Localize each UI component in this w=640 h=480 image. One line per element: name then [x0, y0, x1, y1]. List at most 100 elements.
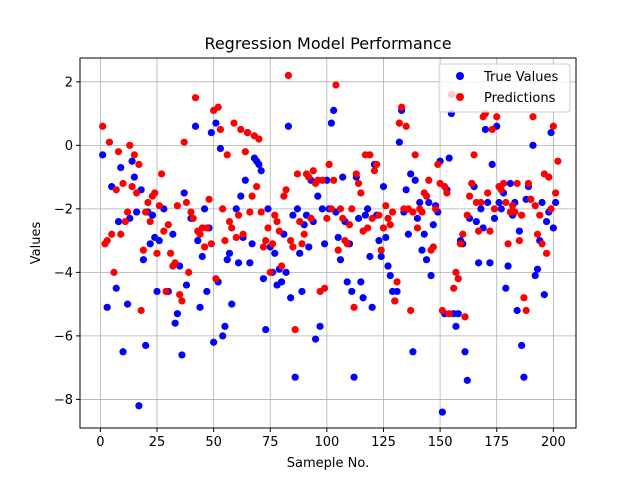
predictions-point [522, 306, 530, 315]
predictions-point [284, 71, 292, 80]
true-values-point [255, 160, 263, 168]
true-values-point [305, 243, 313, 251]
true-values-point [515, 227, 523, 235]
true-values-point [257, 167, 265, 175]
predictions-point [490, 205, 499, 213]
predictions-point [277, 262, 286, 270]
true-values-point [182, 281, 191, 289]
predictions-point [452, 268, 460, 276]
true-values-point [232, 205, 240, 213]
predictions-point [375, 211, 383, 219]
true-values-point [148, 211, 157, 219]
predictions-point [230, 119, 238, 127]
true-values-point [402, 186, 410, 194]
predictions-point [239, 230, 247, 238]
predictions-point [228, 224, 236, 232]
true-values-point [531, 271, 539, 280]
true-values-point [416, 198, 424, 207]
predictions-point [133, 189, 141, 197]
predictions-point [511, 208, 519, 216]
true-values-point [366, 252, 374, 261]
true-values-point [429, 221, 437, 229]
predictions-point [221, 237, 229, 245]
true-values-point [504, 262, 512, 270]
true-values-point [314, 192, 322, 200]
predictions-point [182, 198, 191, 207]
true-values-point [343, 278, 351, 286]
predictions-point [300, 230, 308, 238]
true-values-point [234, 259, 243, 267]
true-values-point [409, 348, 417, 356]
true-values-point [547, 129, 555, 137]
predictions-point [364, 224, 372, 232]
true-values-point [219, 332, 227, 340]
predictions-point [130, 151, 138, 159]
predictions-point [441, 183, 449, 191]
predictions-point [459, 230, 467, 238]
predictions-point [330, 176, 338, 184]
predictions-point [318, 176, 326, 184]
true-values-point [502, 284, 510, 292]
predictions-point [536, 211, 544, 219]
true-values-point [271, 249, 279, 257]
predictions-point [291, 325, 299, 334]
predictions-point [334, 246, 342, 254]
y-axis-title: Values [29, 222, 44, 265]
predictions-point [307, 214, 315, 222]
predictions-point [386, 221, 394, 229]
predictions-point [203, 224, 211, 232]
true-values-point [529, 141, 537, 149]
predictions-point [484, 189, 492, 197]
true-values-point [311, 335, 320, 343]
predictions-point [293, 170, 302, 178]
predictions-point [499, 179, 508, 188]
true-values-point [484, 198, 492, 207]
true-values-point [540, 291, 548, 299]
predictions-point [393, 278, 401, 286]
x-tick-label: 150 [428, 435, 453, 450]
true-values-point [277, 278, 286, 286]
true-values-point [262, 325, 270, 334]
predictions-point [123, 208, 132, 216]
predictions-point [275, 227, 283, 235]
predictions-point [357, 189, 365, 197]
predictions-point [176, 291, 184, 299]
true-values-point [221, 322, 229, 330]
predictions-point [234, 211, 243, 219]
predictions-point [513, 179, 521, 188]
predictions-point [515, 237, 523, 245]
predictions-point [502, 198, 510, 207]
predictions-point [137, 306, 145, 315]
predictions-point [128, 183, 136, 191]
x-axis-title: Sameple No. [287, 456, 369, 471]
predictions-point [241, 148, 249, 156]
predictions-point [431, 205, 440, 213]
true-values-point [207, 129, 215, 137]
predictions-point [418, 208, 426, 216]
y-tick-label: −6 [54, 329, 73, 344]
true-values-point [330, 106, 338, 115]
true-values-point [173, 310, 181, 318]
predictions-point [205, 195, 213, 203]
points-layer [99, 71, 562, 416]
predictions-point [504, 240, 512, 248]
true-values-point [198, 252, 206, 261]
true-values-point [237, 192, 245, 200]
predictions-point [321, 284, 329, 292]
predictions-point [139, 246, 148, 254]
predictions-point [153, 249, 161, 257]
true-values-point [171, 319, 179, 327]
true-values-point [364, 205, 372, 213]
y-tick-label: −4 [54, 266, 73, 281]
predictions-point [373, 160, 381, 168]
predictions-point [142, 208, 150, 216]
true-values-point [348, 287, 356, 296]
y-tick-label: −8 [54, 393, 73, 408]
x-tick-label: 100 [314, 435, 339, 450]
predictions-point [454, 275, 462, 283]
true-values-point [246, 259, 254, 267]
predictions-point [477, 198, 485, 207]
predictions-point [354, 179, 363, 188]
predictions-point [520, 294, 528, 302]
